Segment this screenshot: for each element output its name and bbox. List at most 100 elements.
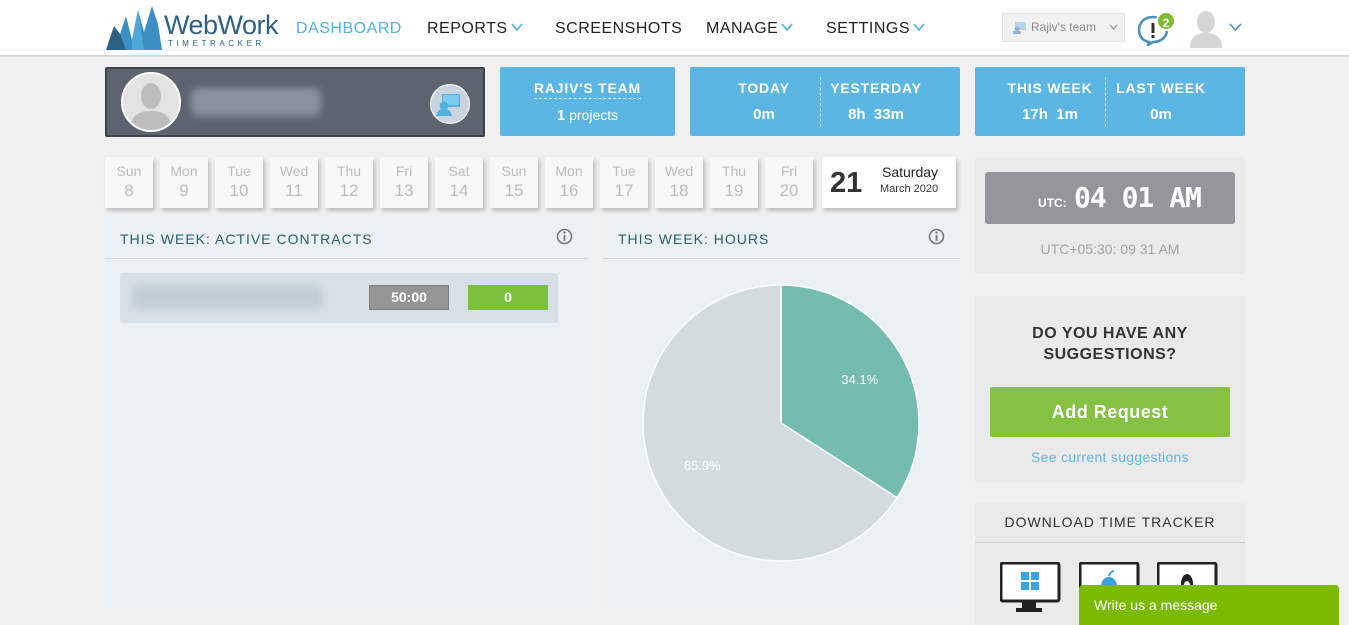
nav-manage[interactable]: MANAGE <box>706 20 793 38</box>
day-number: 8 <box>124 181 134 200</box>
hours-panel: THIS WEEK: HOURS 34.1% 65.9% <box>603 216 960 609</box>
chevron-down-icon <box>913 23 925 32</box>
utc-time: 04 01 AM <box>1074 181 1202 214</box>
today-label: TODAY <box>738 80 790 96</box>
calendar-day[interactable]: Sat 14 <box>435 157 483 208</box>
calendar-day[interactable]: Wed 11 <box>270 157 318 208</box>
contract-row[interactable]: 50:00 0 <box>120 273 558 323</box>
utc-clock: UTC: 04 01 AM <box>985 172 1235 224</box>
day-number: 17 <box>614 181 634 200</box>
day-name: Thu <box>336 163 362 179</box>
calendar-day[interactable]: Sun 8 <box>105 157 153 208</box>
suggestions-question-text: DO YOU HAVE ANY SUGGESTIONS? <box>1032 325 1188 363</box>
add-request-button[interactable]: Add Request <box>990 387 1230 437</box>
clock-panel: UTC: 04 01 AM UTC+05:30: 09 31 AM <box>975 157 1245 274</box>
info-icon[interactable] <box>928 228 945 245</box>
project-count-label: projects <box>569 107 619 123</box>
today-weekday: Saturday <box>882 164 939 180</box>
nav-manage-label: MANAGE <box>706 20 779 37</box>
day-summary-card: TODAY 0m YESTERDAY 8h 33m <box>690 67 960 136</box>
chat-label: Write us a message <box>1094 597 1218 613</box>
chat-widget[interactable]: Write us a message <box>1079 585 1339 625</box>
day-number: 11 <box>285 181 303 200</box>
webwork-logo[interactable]: WebWork TIMETRACKER <box>106 4 281 52</box>
pie-slice-label: 34.1% <box>841 372 878 387</box>
calendar-day[interactable]: Tue 17 <box>600 157 648 208</box>
yesterday-label: YESTERDAY <box>830 80 922 96</box>
profile-name-redacted <box>191 88 321 116</box>
day-name: Mon <box>555 163 583 179</box>
day-name: Fri <box>780 163 798 179</box>
last-week-value: 0m <box>1150 106 1172 123</box>
notification-count-badge: 2 <box>1156 11 1176 31</box>
day-number: 9 <box>179 181 189 200</box>
panel-header: THIS WEEK: HOURS <box>603 216 960 259</box>
suggestions-panel: DO YOU HAVE ANY SUGGESTIONS? Add Request… <box>975 296 1245 483</box>
team-card-title: RAJIV'S TEAM <box>533 80 642 99</box>
nav-reports-label: REPORTS <box>427 20 508 37</box>
nav-dashboard[interactable]: DASHBOARD <box>296 20 402 38</box>
day-name: Fri <box>395 163 413 179</box>
nav-dashboard-label: DASHBOARD <box>296 20 402 37</box>
team-card[interactable]: RAJIV'S TEAM 1 projects <box>500 67 675 136</box>
day-number: 19 <box>724 181 744 200</box>
divider <box>1105 77 1106 127</box>
user-avatar-icon[interactable] <box>1188 8 1224 48</box>
calendar-day[interactable]: Mon 16 <box>545 157 593 208</box>
calendar-day[interactable]: Mon 9 <box>160 157 208 208</box>
logo-subtitle: TIMETRACKER <box>168 39 265 48</box>
calendar-day[interactable]: Sun 15 <box>490 157 538 208</box>
day-number: 20 <box>779 181 799 200</box>
download-title: DOWNLOAD TIME TRACKER <box>975 503 1245 543</box>
calendar-today[interactable]: 21 Saturday March 2020 <box>822 157 956 208</box>
see-suggestions-link[interactable]: See current suggestions <box>1031 449 1189 465</box>
day-name: Tue <box>612 163 636 179</box>
nav-screenshots[interactable]: SCREENSHOTS <box>555 20 682 38</box>
chevron-down-icon <box>510 23 523 32</box>
windows-icon[interactable] <box>1000 562 1062 614</box>
today-month: March 2020 <box>880 183 939 195</box>
calendar-day[interactable]: Tue 10 <box>215 157 263 208</box>
calendar-day[interactable]: Thu 19 <box>710 157 758 208</box>
day-number: 18 <box>669 181 689 200</box>
nav-reports[interactable]: REPORTS <box>427 20 523 38</box>
today-value: 0m <box>753 106 775 123</box>
team-icon <box>1013 22 1026 34</box>
manager-icon <box>436 94 460 116</box>
pie-slice-label: 65.9% <box>684 458 721 473</box>
panel-header: THIS WEEK: ACTIVE CONTRACTS <box>105 216 588 259</box>
calendar-day[interactable]: Thu 12 <box>325 157 373 208</box>
top-header: WebWork TIMETRACKER DASHBOARD REPORTS SC… <box>0 0 1349 57</box>
contract-hours-logged: 0 <box>468 285 548 310</box>
nav-settings[interactable]: SETTINGS <box>826 20 925 38</box>
role-badge <box>430 84 470 124</box>
local-time: UTC+05:30: 09 31 AM <box>1040 241 1180 257</box>
calendar-day[interactable]: Fri 20 <box>765 157 813 208</box>
day-number: 15 <box>504 181 524 200</box>
day-name: Wed <box>279 163 309 179</box>
user-silhouette-icon <box>123 74 179 130</box>
panel-title: THIS WEEK: HOURS <box>618 231 770 247</box>
team-select[interactable]: Rajiv's team <box>1002 13 1125 42</box>
nav-settings-label: SETTINGS <box>826 20 911 37</box>
day-number: 12 <box>339 181 359 200</box>
day-name: Thu <box>721 163 747 179</box>
week-summary-card: THIS WEEK 17h 1m LAST WEEK 0m <box>975 67 1245 136</box>
yesterday-value: 8h 33m <box>848 106 904 123</box>
day-name: Sun <box>116 163 142 179</box>
chevron-down-icon <box>1109 24 1118 30</box>
chevron-down-icon[interactable] <box>1229 23 1242 32</box>
logo-name: WebWork <box>164 10 279 40</box>
info-icon[interactable] <box>556 228 573 245</box>
last-week-label: LAST WEEK <box>1116 80 1206 96</box>
day-number: 14 <box>449 181 469 200</box>
calendar-day[interactable]: Fri 13 <box>380 157 428 208</box>
divider <box>820 77 821 127</box>
day-number: 16 <box>559 181 579 200</box>
pie-slice[interactable] <box>642 284 899 562</box>
calendar-day[interactable]: Wed 18 <box>655 157 703 208</box>
logo-mark-icon <box>106 6 162 50</box>
hours-pie-chart: 34.1% 65.9% <box>642 284 920 562</box>
contract-weekly-limit: 50:00 <box>369 285 449 310</box>
panel-title: THIS WEEK: ACTIVE CONTRACTS <box>120 231 373 247</box>
